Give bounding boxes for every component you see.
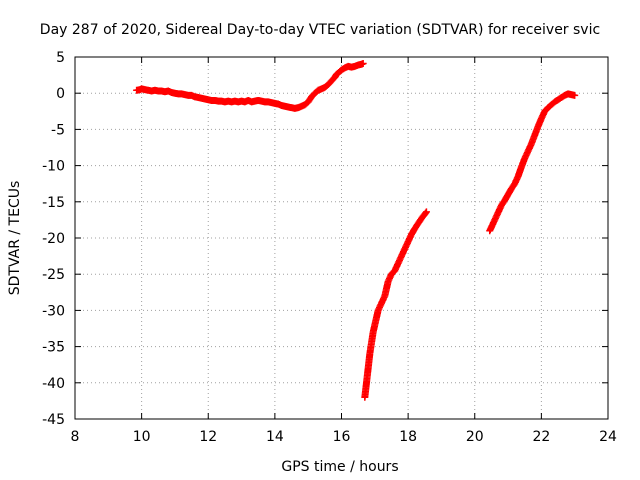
x-axis: 8 10 12 14 16 18 20 22 24 (71, 57, 617, 445)
y-tick-label: -20 (42, 231, 65, 247)
y-tick-label: 0 (56, 86, 65, 102)
y-tick-label: -35 (42, 340, 65, 356)
y-tick-label: -30 (42, 303, 65, 319)
data-point (571, 91, 579, 99)
data-points (133, 60, 579, 401)
y-tick-label: -45 (42, 412, 65, 428)
x-tick-label: 8 (71, 429, 80, 445)
data-point (359, 60, 367, 68)
grid-lines (75, 57, 608, 419)
y-axis-label: SDTVAR / TECUs (7, 181, 23, 296)
x-tick-label: 22 (532, 429, 550, 445)
x-tick-label: 16 (333, 429, 351, 445)
series-segment-1 (133, 60, 367, 112)
x-axis-label: GPS time / hours (281, 459, 398, 475)
y-tick-label: -5 (51, 122, 65, 138)
series-segment-2 (361, 208, 430, 401)
chart-title: Day 287 of 2020, Sidereal Day-to-day VTE… (40, 22, 600, 38)
y-tick-label: -10 (42, 159, 65, 175)
data-point (422, 209, 430, 217)
x-tick-label: 14 (266, 429, 284, 445)
x-tick-label: 10 (133, 429, 151, 445)
x-tick-label: 12 (199, 429, 217, 445)
y-tick-label: -40 (42, 376, 65, 392)
x-tick-label: 20 (466, 429, 484, 445)
series-segment-3 (486, 90, 579, 235)
y-tick-label: -25 (42, 267, 65, 283)
y-axis: 5 0 -5 -10 -15 -20 -25 -30 -35 -40 -45 (42, 50, 608, 428)
x-tick-label: 18 (399, 429, 417, 445)
x-tick-label: 24 (599, 429, 617, 445)
data-point (422, 208, 430, 216)
y-tick-label: 5 (56, 50, 65, 66)
y-tick-label: -15 (42, 195, 65, 211)
